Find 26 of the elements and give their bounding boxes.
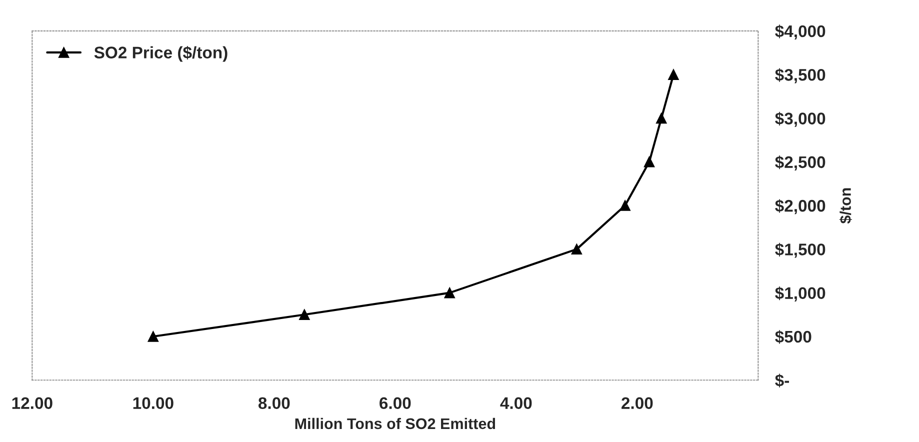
x-tick-label: 12.00: [12, 397, 52, 410]
x-axis-title: Million Tons of SO2 Emitted: [295, 418, 496, 430]
point: [571, 244, 582, 255]
legend-label: SO2 Price ($/ton): [94, 46, 228, 62]
y-tick-label: $500: [775, 330, 812, 344]
y-tick-label: $3,000: [775, 112, 826, 127]
x-tick-label: 10.00: [133, 397, 174, 410]
point: [644, 156, 655, 168]
x-tick-label: 6.00: [380, 397, 411, 410]
y-tick-label: $4,000: [775, 24, 826, 40]
x-tick-label: 8.00: [258, 397, 290, 410]
y-axis-title: $/ton: [839, 188, 852, 224]
y-tick-label: $2,000: [775, 199, 826, 214]
x-tick-label: 2.00: [622, 397, 653, 410]
point: [299, 309, 310, 320]
x-tick-label: 4.00: [500, 397, 532, 410]
y-tick-label: $-: [775, 374, 789, 388]
point: [656, 112, 667, 124]
y-tick-label: $2,500: [775, 156, 826, 170]
point: [668, 69, 679, 80]
y-tick-label: $1,500: [775, 242, 826, 258]
y-tick-label: $1,000: [775, 286, 826, 302]
y-tick-label: $3,500: [775, 68, 826, 84]
point: [148, 331, 159, 342]
point: [620, 200, 630, 211]
point: [444, 287, 455, 298]
